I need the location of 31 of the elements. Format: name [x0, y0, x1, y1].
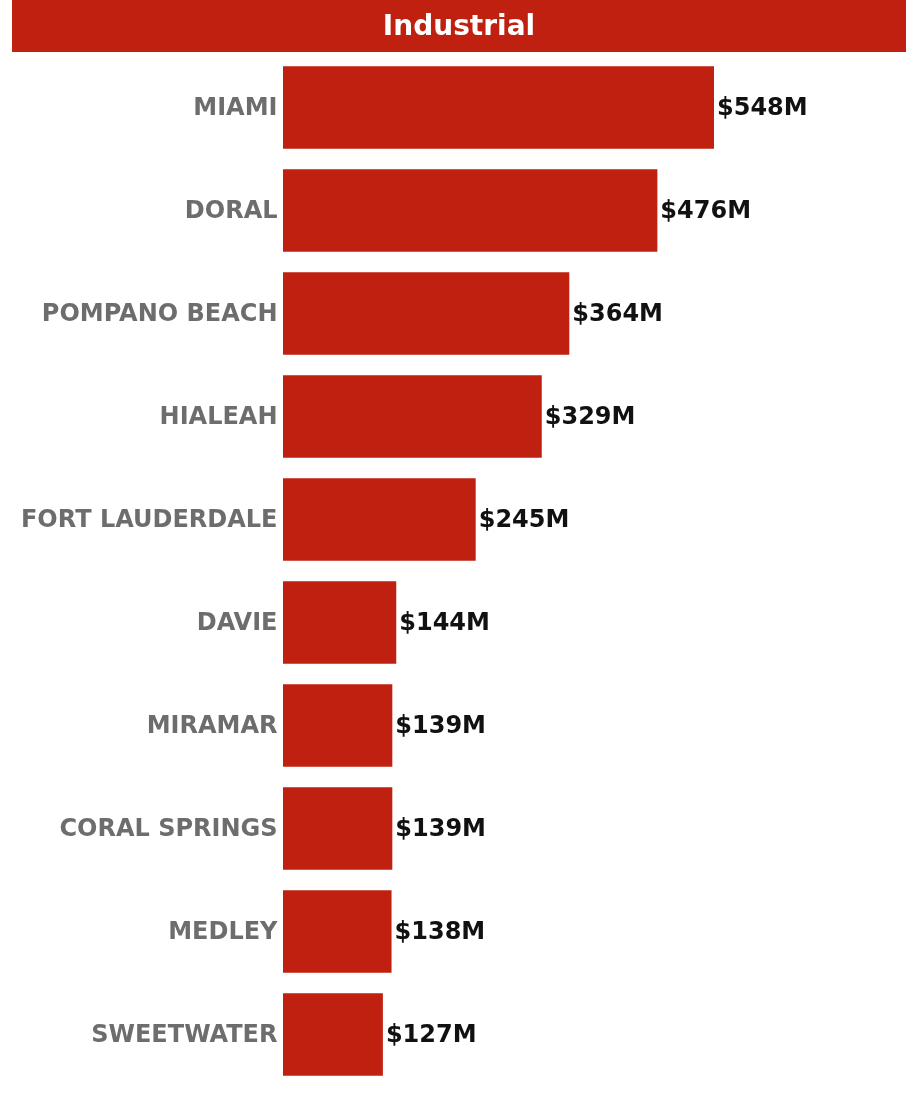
y-tick-label: POMPANO BEACH [41, 298, 278, 327]
data-label: $329M [544, 401, 636, 430]
data-label: $138M [394, 916, 486, 945]
data-label: $144M [399, 607, 490, 636]
data-label: $127M [385, 1019, 477, 1048]
y-tick-label: MIRAMAR [146, 710, 278, 739]
bar [283, 890, 392, 973]
data-label: $476M [660, 195, 752, 224]
data-label: $245M [478, 504, 570, 533]
bar [283, 169, 658, 252]
bar [283, 375, 542, 458]
y-tick-label: DAVIE [196, 607, 278, 636]
y-tick-label: FORT LAUDERDALE [20, 504, 278, 533]
y-tick-label: MEDLEY [168, 916, 279, 945]
chart-title: Industrial [12, 0, 906, 52]
y-tick-label: DORAL [184, 195, 278, 224]
bar [283, 478, 476, 561]
bar [283, 581, 397, 664]
y-tick-label: CORAL SPRINGS [59, 813, 278, 842]
bar [283, 272, 570, 355]
data-label: $364M [572, 298, 663, 327]
y-tick-label: HIALEAH [159, 401, 278, 430]
data-label: $139M [395, 813, 487, 842]
y-tick-label: SWEETWATER [91, 1019, 278, 1048]
data-label: $139M [395, 710, 487, 739]
bar [283, 684, 393, 767]
data-label: $548M [717, 92, 808, 121]
bar [283, 787, 393, 870]
y-tick-label: MIAMI [193, 92, 278, 121]
bar [283, 993, 383, 1076]
bar [283, 66, 714, 149]
